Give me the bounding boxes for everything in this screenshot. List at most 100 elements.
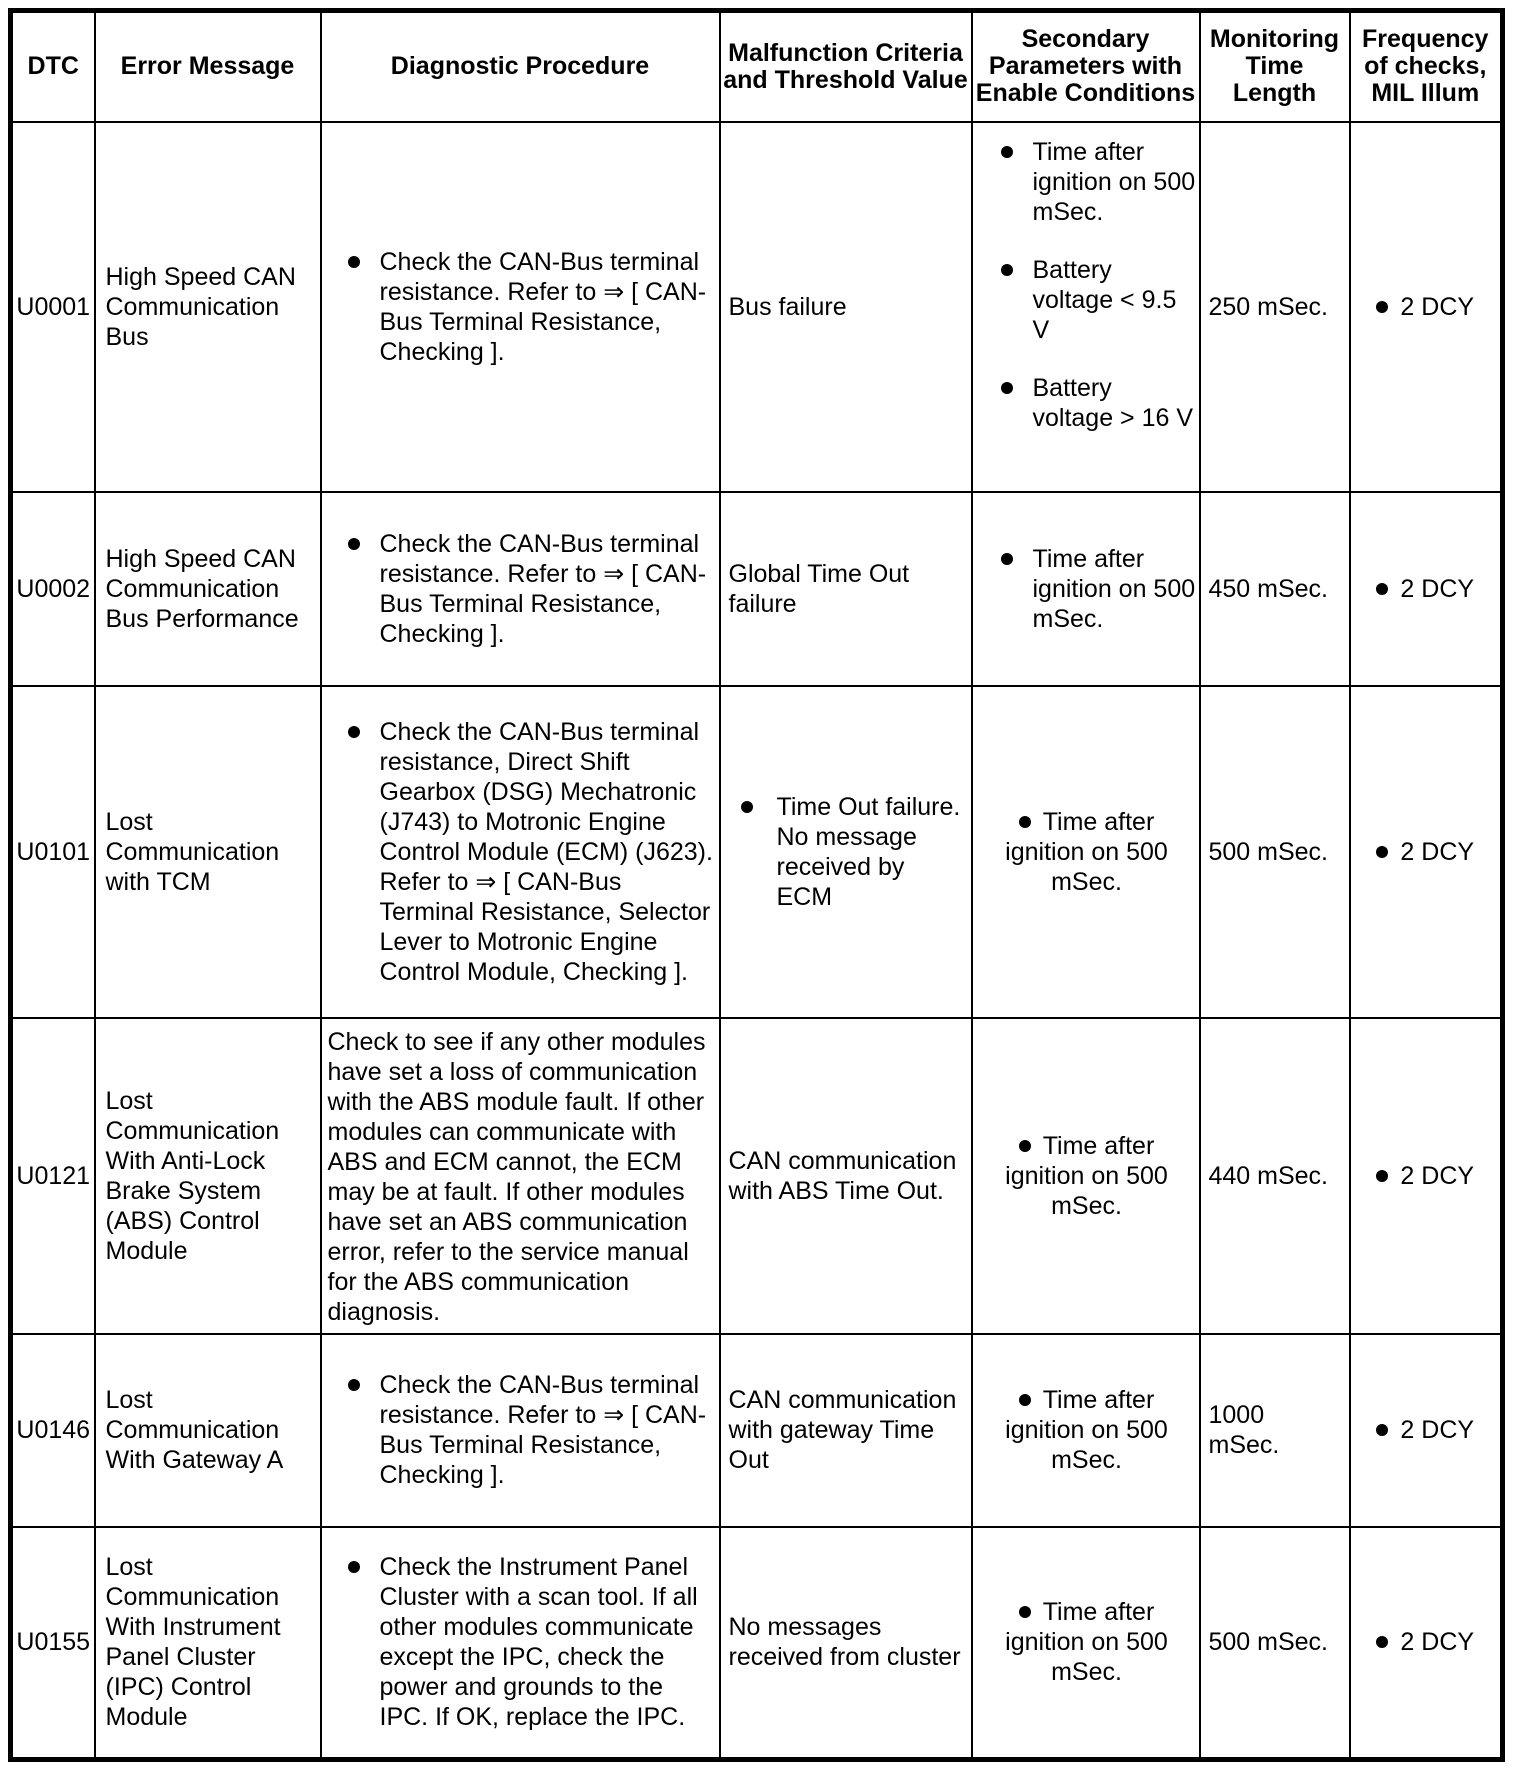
diagnostic-procedure: Check the CAN-Bus terminal resistance. R… [319,490,721,687]
secondary-text: Time after ignition on 500 mSec. [1032,544,1196,633]
secondary-parameters: Time after ignition on 500 mSec. Battery… [970,120,1201,493]
error-message: Lost Communication With Anti-Lock Brake … [93,1016,322,1335]
dtc-table-sheet: DTC Error Message Diagnostic Procedure M… [8,8,1505,1762]
monitoring-time: 440 mSec. [1198,1016,1351,1335]
diagnostic-procedure: Check the CAN-Bus terminal resistance. R… [319,120,721,493]
list-item: Check the CAN-Bus terminal resistance. R… [328,529,715,649]
table-row-u0155: U0155 Lost Communication With Instrument… [9,1525,1504,1761]
error-message: Lost Communication with TCM [93,684,322,1019]
bullet-icon [347,537,360,550]
list-item: Check the CAN-Bus terminal resistance. R… [328,247,715,367]
malfunction-criteria: Global Time Out failure [718,490,973,687]
secondary-parameters: Time after ignition on 500 mSec. [970,1016,1201,1335]
error-message: Lost Communication With Gateway A [93,1332,322,1528]
col-header-malfunction-criteria: Malfunction Criteria and Threshold Value [718,9,973,123]
monitoring-time: 450 mSec. [1198,490,1351,687]
frequency-of-checks: 2 DCY [1348,684,1504,1019]
frequency-text: 2 DCY [1400,292,1475,321]
diagnostic-procedure: Check the CAN-Bus terminal resistance. R… [319,1332,721,1528]
frequency-of-checks: 2 DCY [1348,1016,1504,1335]
bullet-icon [740,800,753,813]
table-row-u0146: U0146 Lost Communication With Gateway A … [9,1332,1504,1528]
list-item: Time after ignition on 500 mSec. [977,1597,1197,1687]
table-row-u0001: U0001 High Speed CAN Communication Bus C… [9,120,1504,493]
malfunction-criteria: CAN communication with gateway Time Out [718,1332,973,1528]
secondary-parameters: Time after ignition on 500 mSec. [970,490,1201,687]
malfunction-criteria: CAN communication with ABS Time Out. [718,1016,973,1335]
bullet-icon [1000,552,1013,565]
bullet-icon [347,725,360,738]
bullet-icon [347,255,360,268]
table-row-u0121: U0121 Lost Communication With Anti-Lock … [9,1016,1504,1335]
header-row: DTC Error Message Diagnostic Procedure M… [9,9,1504,123]
frequency-text: 2 DCY [1400,1416,1475,1444]
list-item: Check the Instrument Panel Cluster with … [328,1552,715,1732]
bullet-icon [347,1561,360,1574]
diagnostic-text: Check the CAN-Bus terminal resistance. R… [379,1371,707,1489]
diagnostic-text: Check the CAN-Bus terminal resistance. R… [379,247,707,366]
table-row-u0101: U0101 Lost Communication with TCM Check … [9,684,1504,1019]
secondary-parameters: Time after ignition on 500 mSec. [970,1332,1201,1528]
bullet-icon [1376,1169,1389,1182]
bullet-icon [1376,300,1389,313]
malfunction-criteria: Bus failure [718,120,973,493]
list-item: Check the CAN-Bus terminal resistance, D… [328,717,715,987]
list-item: Time after ignition on 500 mSec. [977,807,1197,897]
bullet-icon [1018,815,1031,828]
secondary-parameters: Time after ignition on 500 mSec. [970,684,1201,1019]
bullet-icon [1018,1606,1031,1619]
list-item: Battery voltage < 9.5 V [977,255,1197,345]
secondary-text: Time after ignition on 500 mSec. [1005,1131,1168,1220]
secondary-text: Time after ignition on 500 mSec. [1005,807,1168,896]
bullet-icon [1018,1139,1031,1152]
bullet-icon [1000,145,1013,158]
monitoring-time: 500 mSec. [1198,684,1351,1019]
bullet-icon [1018,1394,1031,1406]
bullet-icon [1376,1424,1389,1436]
error-message: High Speed CAN Communication Bus [93,120,322,493]
col-header-frequency: Frequency of checks, MIL Illum [1348,9,1504,123]
monitoring-time: 250 mSec. [1198,120,1351,493]
col-header-error-message: Error Message [93,9,322,123]
dtc-code: U0002 [9,490,96,687]
bullet-icon [1000,263,1013,276]
diagnostic-text: Check the CAN-Bus terminal resistance, D… [379,717,713,986]
diagnostic-procedure: Check the Instrument Panel Cluster with … [319,1525,721,1761]
col-header-dtc: DTC [9,9,96,123]
frequency-of-checks: 2 DCY [1348,490,1504,687]
dtc-code: U0001 [9,120,96,493]
malfunction-criteria: Time Out failure. No message received by… [718,684,973,1019]
col-header-diagnostic-procedure: Diagnostic Procedure [319,9,721,123]
frequency-text: 2 DCY [1400,574,1475,603]
list-item: Time after ignition on 500 mSec. [977,544,1197,634]
secondary-text: Battery voltage < 9.5 V [1032,255,1177,344]
error-message: High Speed CAN Communication Bus Perform… [93,490,322,687]
secondary-text: Time after ignition on 500 mSec. [1005,1386,1168,1474]
monitoring-time: 500 mSec. [1198,1525,1351,1761]
diagnostic-procedure: Check to see if any other modules have s… [319,1016,721,1335]
dtc-code: U0101 [9,684,96,1019]
dtc-code: U0155 [9,1525,96,1761]
col-header-secondary-parameters: Secondary Parameters with Enable Conditi… [970,9,1201,123]
list-item: Time after ignition on 500 mSec. [977,137,1197,227]
list-item: Check the CAN-Bus terminal resistance. R… [328,1370,715,1490]
error-message: Lost Communication With Instrument Panel… [93,1525,322,1761]
secondary-text: Time after ignition on 500 mSec. [1005,1598,1168,1687]
frequency-text: 2 DCY [1400,837,1475,866]
dtc-table: DTC Error Message Diagnostic Procedure M… [8,8,1505,1762]
list-item: Time after ignition on 500 mSec. [977,1385,1197,1475]
malfunction-criteria: No messages received from cluster [718,1525,973,1761]
secondary-text: Battery voltage > 16 V [1032,373,1194,432]
bullet-icon [1376,582,1389,595]
monitoring-time: 1000 mSec. [1198,1332,1351,1528]
diagnostic-text: Check the CAN-Bus terminal resistance. R… [379,529,707,648]
frequency-text: 2 DCY [1400,1628,1475,1657]
malfunction-text: Time Out failure. No message received by… [776,792,961,911]
table-row-u0002: U0002 High Speed CAN Communication Bus P… [9,490,1504,687]
dtc-code: U0121 [9,1016,96,1335]
diagnostic-text: Check the Instrument Panel Cluster with … [379,1553,698,1732]
diagnostic-procedure: Check the CAN-Bus terminal resistance, D… [319,684,721,1019]
bullet-icon [347,1379,360,1391]
bullet-icon [1000,381,1013,394]
list-item: Battery voltage > 16 V [977,373,1197,433]
